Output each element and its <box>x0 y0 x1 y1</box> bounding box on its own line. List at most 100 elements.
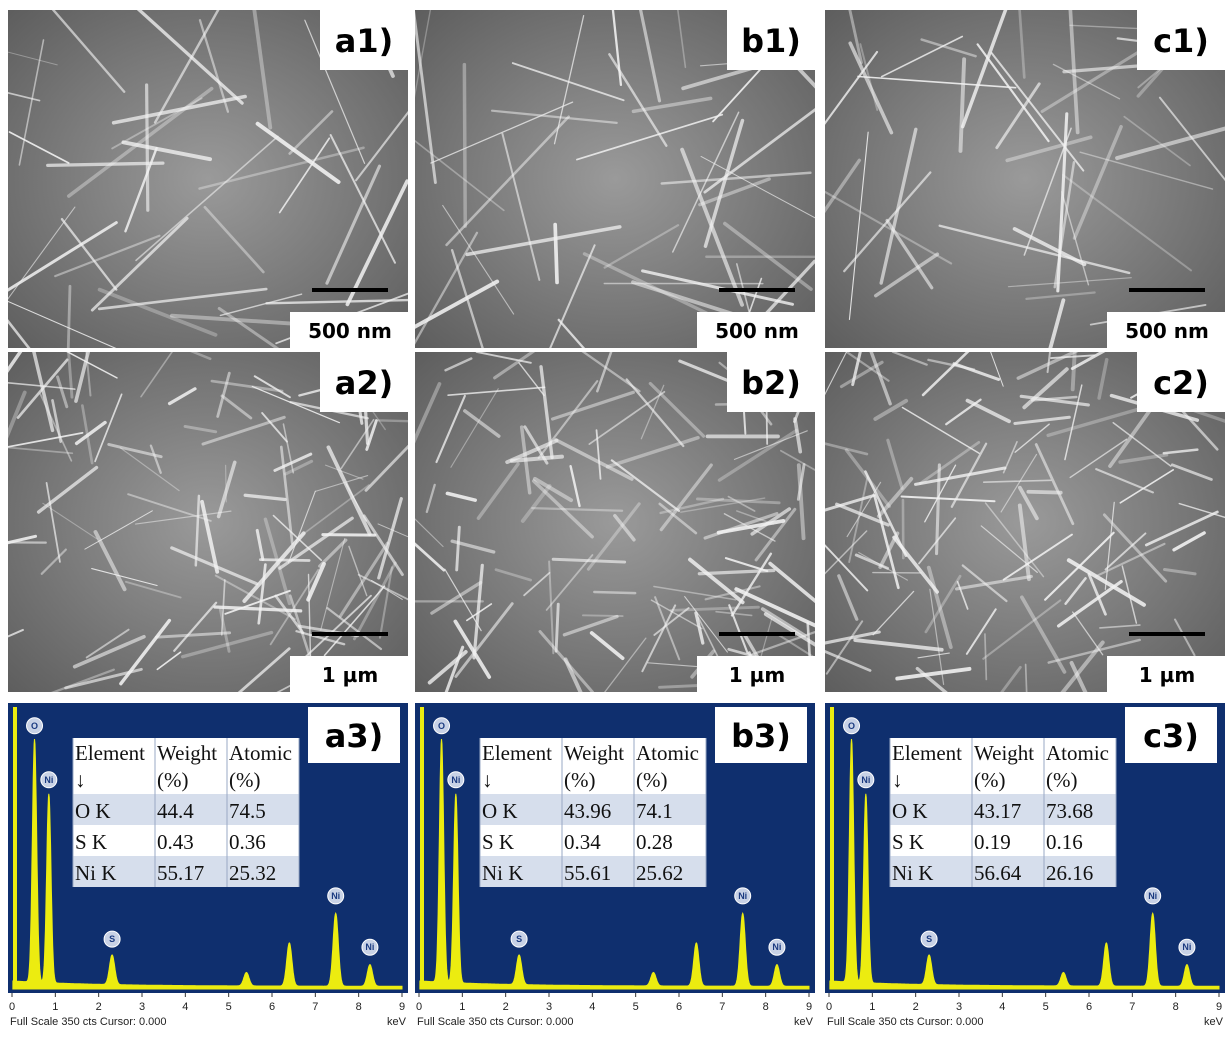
table-cell: Ni K <box>892 861 933 885</box>
flake <box>1070 352 1106 371</box>
flake <box>203 205 265 274</box>
tick-label: 1 <box>459 1001 465 1013</box>
flake <box>1072 611 1104 656</box>
flake <box>8 51 58 66</box>
flake <box>265 298 408 305</box>
flake <box>1000 453 1038 513</box>
flake <box>435 394 466 464</box>
flake <box>8 319 31 348</box>
flake <box>654 596 681 661</box>
flake <box>1162 568 1197 576</box>
flake <box>950 442 988 508</box>
flake <box>631 96 713 114</box>
panel-label: a2) <box>335 364 393 402</box>
flake <box>965 608 997 655</box>
peak-label: S <box>109 934 115 944</box>
tick-label: 4 <box>589 1001 595 1013</box>
label-box <box>320 10 408 70</box>
peak-label: O <box>31 721 38 731</box>
flake <box>1005 135 1093 163</box>
flake <box>523 571 551 597</box>
tick-label: 2 <box>913 1001 919 1013</box>
flake <box>825 630 881 645</box>
flake <box>874 252 940 298</box>
table-cell: O K <box>75 799 111 823</box>
table-row-bg <box>480 825 706 856</box>
flake <box>472 563 484 660</box>
flake <box>475 352 532 364</box>
peak-marker <box>768 938 786 956</box>
flake <box>1119 469 1175 504</box>
flake <box>505 438 559 465</box>
scale-box <box>290 656 408 692</box>
flake <box>749 630 815 657</box>
flake <box>173 601 218 652</box>
flake <box>638 10 662 103</box>
flake <box>1104 532 1147 571</box>
flake <box>415 279 500 329</box>
flake <box>251 385 341 424</box>
flake <box>1070 352 1077 392</box>
flake <box>703 107 815 194</box>
flake <box>548 560 555 655</box>
flake <box>320 537 346 631</box>
flake <box>796 463 806 501</box>
table-cell: O K <box>892 799 928 823</box>
flake <box>243 493 287 502</box>
peak-marker <box>40 771 58 789</box>
table-cell: S K <box>892 830 924 854</box>
peak-marker <box>734 887 752 905</box>
flake <box>727 495 756 512</box>
flake <box>364 444 408 492</box>
table-cell: 0.34 <box>564 830 601 854</box>
flake <box>94 393 123 463</box>
flake <box>1118 453 1169 464</box>
flake <box>242 531 306 603</box>
flake <box>444 357 473 372</box>
flake <box>876 476 914 519</box>
flake <box>956 580 969 610</box>
flake <box>135 135 279 262</box>
tick-label: 1 <box>869 1001 875 1013</box>
table-header: Weight <box>974 741 1034 765</box>
flake <box>562 614 619 637</box>
flake <box>307 573 312 664</box>
label-box <box>1125 707 1217 763</box>
flake <box>1050 354 1096 360</box>
table-row-bg <box>890 794 1116 825</box>
flake <box>918 441 981 485</box>
scale-text: 500 nm <box>715 319 799 343</box>
flake <box>450 388 499 468</box>
flake <box>1172 531 1206 552</box>
tick-label: 0 <box>416 1001 422 1013</box>
flake <box>581 352 641 393</box>
flake <box>323 585 386 657</box>
flake <box>520 483 552 523</box>
flake <box>454 602 514 678</box>
flake <box>918 517 957 565</box>
table-cell: 74.5 <box>229 799 266 823</box>
flake <box>1044 531 1115 601</box>
flake <box>1018 10 1026 79</box>
tick-label: 9 <box>399 1001 405 1013</box>
flake <box>768 561 815 604</box>
zero-line <box>420 707 424 989</box>
flake <box>684 596 728 653</box>
peak-label: O <box>438 721 445 731</box>
flake <box>365 419 378 451</box>
flake <box>608 53 668 147</box>
flake <box>549 244 596 348</box>
flake <box>641 269 795 306</box>
flake <box>914 466 1007 486</box>
flake <box>447 386 546 396</box>
flake <box>8 431 84 448</box>
flake <box>880 35 964 78</box>
flake <box>545 554 594 611</box>
flake <box>825 158 862 214</box>
flake <box>18 39 45 166</box>
flake <box>1104 501 1115 590</box>
tick-label: 9 <box>1216 1001 1222 1013</box>
flake <box>588 390 666 445</box>
table-row-bg <box>73 794 299 825</box>
